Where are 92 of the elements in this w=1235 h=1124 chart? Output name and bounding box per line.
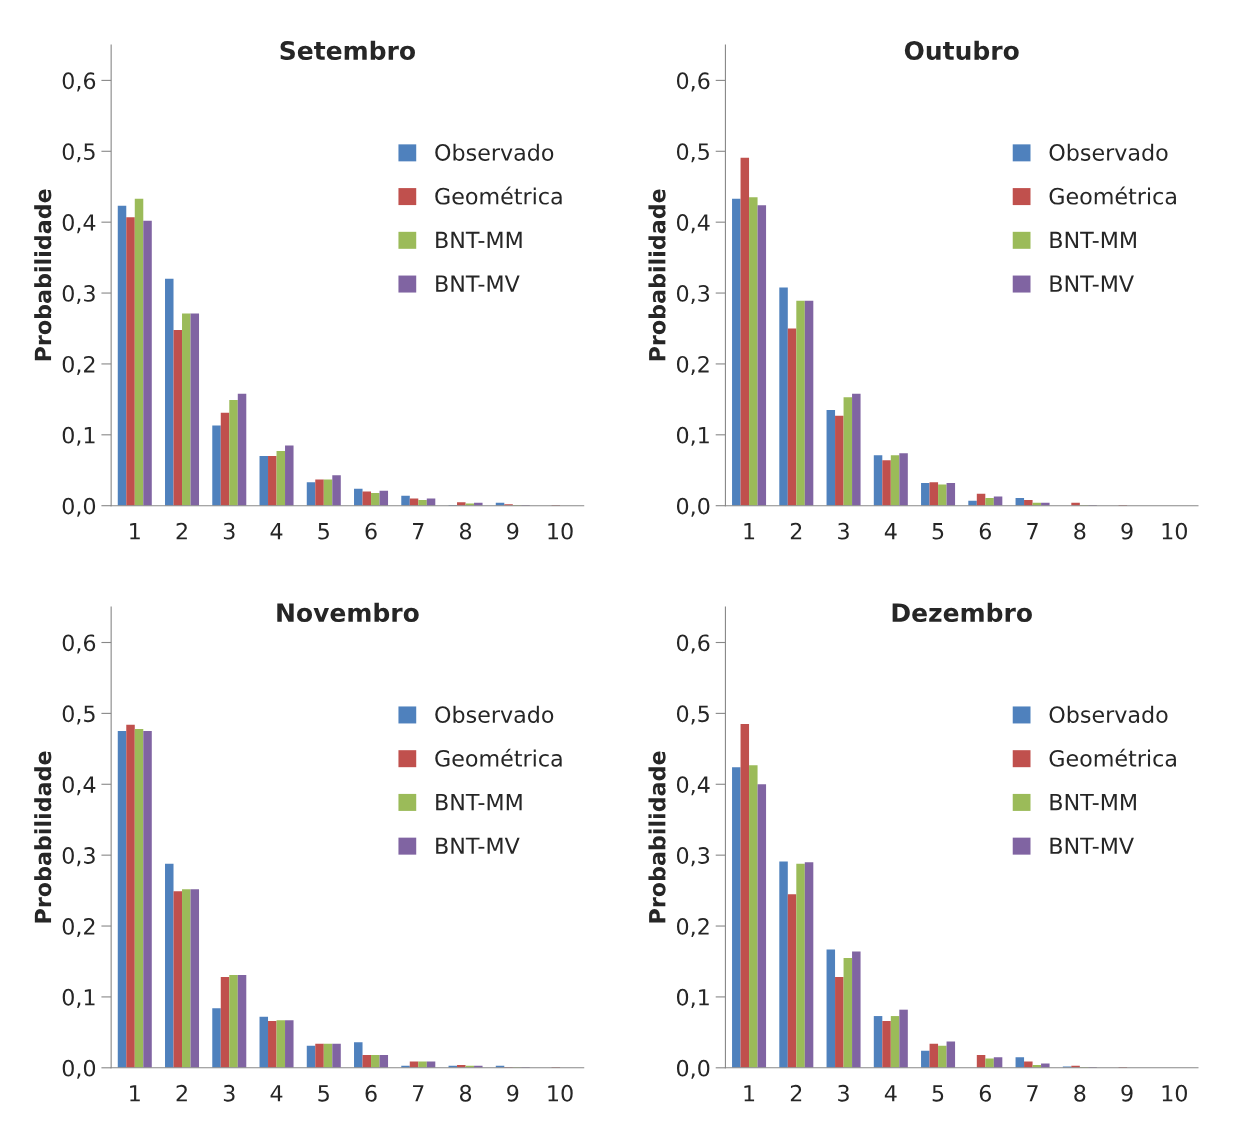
x-tick-label: 2 (790, 522, 802, 540)
x-tick-label: 1 (744, 1085, 755, 1102)
legend-label: BNT-MM (1050, 793, 1136, 811)
y-tick-label: 0,3 (676, 847, 710, 867)
y-tick-label: 0,5 (62, 705, 95, 725)
y-tick-label: 0,2 (676, 355, 709, 375)
y-tick-label: 0,5 (676, 705, 709, 725)
x-tick-label: 6 (979, 522, 991, 540)
y-tick-label: 0,0 (676, 1059, 710, 1079)
x-tick-label: 8 (1074, 1084, 1086, 1102)
legend-label: BNT-MV (1050, 837, 1134, 854)
x-tick-label: 6 (365, 522, 377, 540)
y-tick-label: 0,5 (676, 143, 709, 163)
x-tick-label: 10 (1162, 1084, 1187, 1102)
chart-title: Outubro (904, 40, 1019, 61)
legend-label: BNT-MM (436, 793, 522, 811)
x-tick-label: 4 (270, 523, 283, 540)
y-tick-label: 0,2 (62, 355, 95, 375)
x-tick-label: 2 (176, 1084, 187, 1102)
legend-label: Observado (435, 143, 554, 161)
y-axis-title: Probabilidade (648, 751, 666, 923)
legend-label: BNT-MM (436, 231, 522, 249)
x-tick-label: 4 (884, 523, 897, 540)
legend-label: Observado (1049, 143, 1168, 161)
x-tick-label: 1 (130, 523, 140, 540)
x-tick-label: 7 (1027, 1085, 1038, 1102)
legend-label: Geométrica (1049, 748, 1176, 767)
chart-title: Dezembro (892, 602, 1032, 623)
x-tick-label: 9 (507, 1084, 519, 1102)
x-tick-label: 6 (979, 1084, 991, 1102)
y-axis-title: Probabilidade (34, 189, 52, 361)
legend-label: BNT-MV (436, 275, 520, 292)
y-tick-label: 0,1 (62, 988, 95, 1008)
x-tick-label: 8 (1074, 522, 1086, 540)
chart-title: Setembro (280, 40, 415, 61)
y-tick-label: 0,3 (676, 285, 710, 305)
x-tick-label: 3 (838, 522, 849, 540)
x-tick-label: 7 (413, 1085, 424, 1102)
y-tick-label: 0,6 (62, 72, 96, 92)
x-tick-label: 3 (223, 522, 235, 540)
y-tick-label: 0,3 (62, 847, 95, 867)
y-tick-label: 0,2 (676, 917, 709, 938)
y-tick-label: 0,4 (62, 776, 96, 796)
legend-label: BNT-MV (1050, 275, 1134, 292)
y-tick-label: 0,6 (62, 634, 96, 654)
y-tick-label: 0,1 (676, 426, 709, 446)
x-tick-label: 7 (413, 523, 424, 540)
y-tick-label: 0,2 (62, 917, 95, 938)
x-tick-label: 9 (507, 522, 519, 540)
x-tick-label: 2 (790, 1084, 802, 1102)
legend-label: BNT-MM (1050, 231, 1136, 249)
y-tick-label: 0,4 (676, 776, 710, 796)
y-tick-label: 0,0 (62, 1059, 96, 1079)
legend-label: BNT-MV (436, 837, 520, 854)
x-tick-label: 3 (223, 1084, 235, 1102)
x-tick-label: 5 (932, 1085, 944, 1102)
legend-label: Geométrica (1049, 186, 1176, 205)
legend-label: Geométrica (435, 748, 562, 767)
y-tick-label: 0,6 (676, 634, 710, 654)
x-tick-label: 1 (130, 1085, 140, 1102)
y-tick-label: 0,3 (62, 285, 95, 305)
x-tick-label: 10 (548, 522, 573, 540)
x-tick-label: 5 (318, 523, 329, 540)
x-tick-label: 5 (932, 523, 944, 540)
x-tick-label: 1 (744, 523, 755, 540)
y-tick-label: 0,4 (676, 214, 710, 234)
x-tick-label: 6 (365, 1084, 377, 1102)
y-tick-label: 0,0 (676, 497, 710, 517)
x-tick-label: 4 (884, 1085, 897, 1102)
y-tick-label: 0,5 (62, 143, 95, 163)
x-tick-label: 3 (838, 1084, 849, 1102)
y-axis-title: Probabilidade (34, 751, 52, 923)
x-tick-label: 10 (548, 1084, 573, 1102)
x-tick-label: 9 (1121, 1084, 1133, 1102)
y-tick-label: 0,6 (676, 72, 710, 92)
x-tick-label: 7 (1027, 523, 1038, 540)
y-tick-label: 0,0 (62, 497, 96, 517)
legend-label: Observado (435, 705, 554, 723)
y-tick-label: 0,1 (676, 988, 709, 1008)
chart-title: Novembro (277, 602, 419, 623)
y-axis-title: Probabilidade (648, 189, 666, 361)
x-tick-label: 5 (318, 1085, 329, 1102)
x-tick-label: 8 (459, 1084, 472, 1102)
legend-label: Observado (1049, 705, 1168, 723)
legend-label: Geométrica (435, 186, 562, 205)
x-tick-label: 4 (270, 1085, 283, 1102)
x-tick-label: 10 (1162, 522, 1187, 540)
x-tick-label: 8 (459, 522, 472, 540)
x-tick-label: 9 (1121, 522, 1133, 540)
y-tick-label: 0,4 (62, 214, 96, 234)
y-tick-label: 0,1 (62, 426, 95, 446)
x-tick-label: 2 (176, 522, 187, 540)
